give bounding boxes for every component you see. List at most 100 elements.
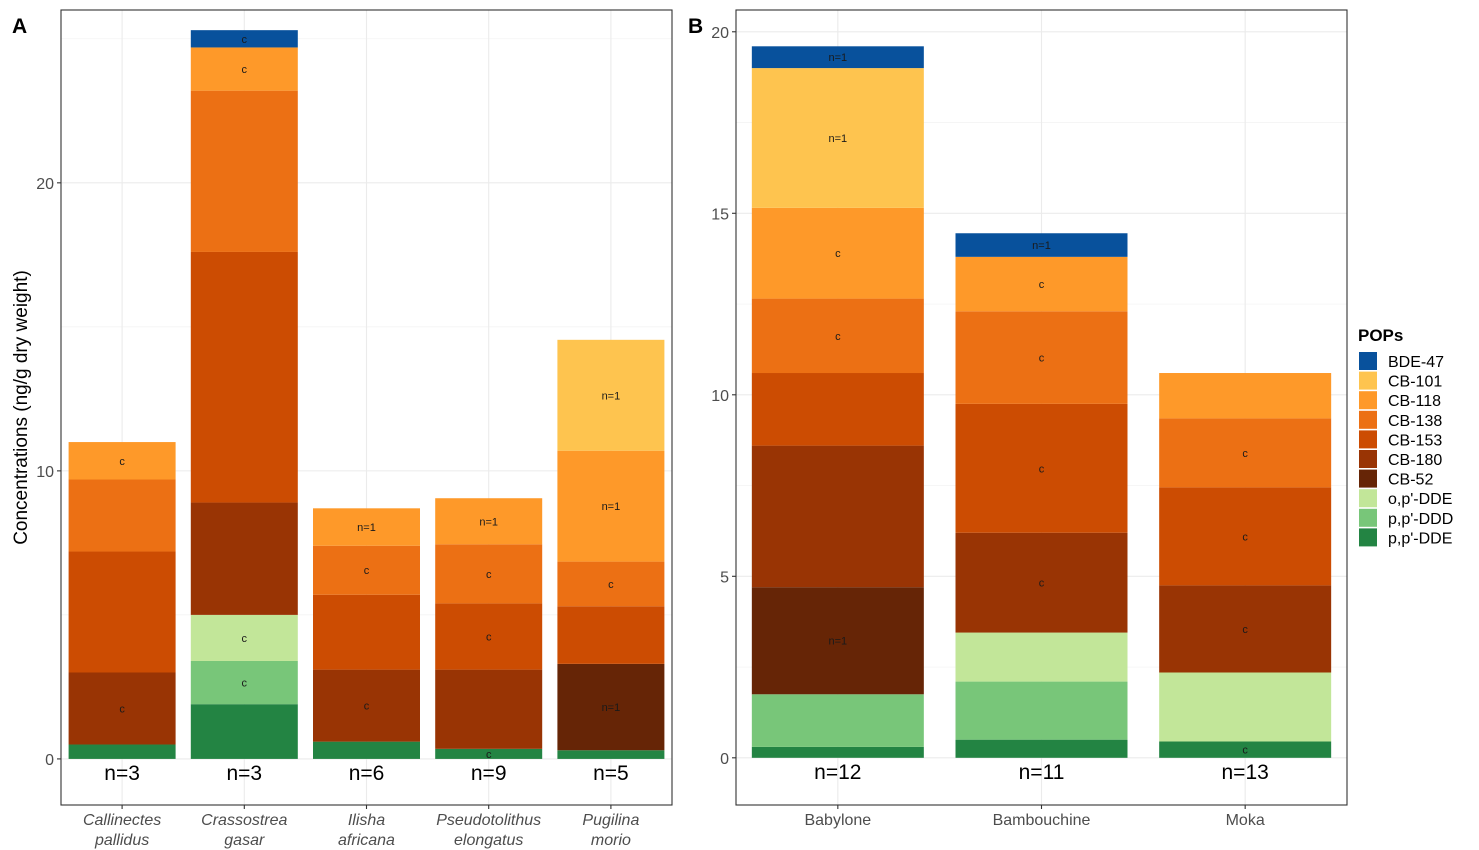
legend-label: CB-138 xyxy=(1388,413,1442,430)
segment-label: c xyxy=(835,331,841,343)
legend-item: p,p'-DDE xyxy=(1359,528,1452,547)
bar-segment xyxy=(1159,487,1332,586)
segment-label: c xyxy=(608,579,614,591)
bar-segment xyxy=(68,442,176,480)
segment-label: c xyxy=(364,565,370,577)
segment-label: n=1 xyxy=(1032,240,1051,252)
legend-item: o,p'-DDE xyxy=(1359,489,1452,508)
segment-label: c xyxy=(119,704,125,716)
bar-stack: c c c c n=1 xyxy=(955,233,1128,758)
bar-segment xyxy=(1159,672,1332,742)
y-tick-label: 10 xyxy=(711,388,729,405)
legend-item: CB-101 xyxy=(1359,371,1442,391)
bar-segment xyxy=(313,594,420,670)
bar-segment xyxy=(955,403,1128,533)
x-category-label: pallidus xyxy=(94,832,149,849)
segment-label: n=1 xyxy=(602,702,621,714)
y-tick-label: 10 xyxy=(36,464,54,481)
segment-label: c xyxy=(242,678,248,690)
legend-item: p,p'-DDD xyxy=(1359,508,1453,528)
segment-label: n=1 xyxy=(828,52,847,64)
bar-segment xyxy=(1159,585,1332,673)
bar-segment xyxy=(955,311,1128,404)
legend-swatch xyxy=(1359,528,1377,547)
segment-label: c xyxy=(1242,745,1248,757)
bar-segment xyxy=(751,68,924,208)
count-label: n=13 xyxy=(1222,761,1269,784)
x-category-label: Pseudotolithus xyxy=(436,812,541,829)
bar-segment xyxy=(557,561,665,607)
x-category-label: Ilisha xyxy=(348,812,385,829)
legend-swatch xyxy=(1359,450,1377,468)
bar-segment xyxy=(557,750,665,759)
panel-letter: A xyxy=(12,15,27,38)
legend-swatch xyxy=(1359,430,1377,449)
legend-item: CB-153 xyxy=(1359,430,1442,449)
bar-stack: c c c c xyxy=(1159,373,1332,758)
legend-label: CB-180 xyxy=(1388,452,1442,469)
segment-label: c xyxy=(364,701,370,713)
segment-label: c xyxy=(1039,353,1045,365)
x-category-label: Moka xyxy=(1226,812,1265,829)
bar-segment xyxy=(1159,373,1332,419)
bar-segment xyxy=(313,741,420,759)
legend-swatch xyxy=(1359,508,1377,527)
panel-letter: B xyxy=(688,15,703,38)
bar-segment xyxy=(435,544,543,604)
legend-label: CB-118 xyxy=(1388,393,1441,410)
bar-segment xyxy=(955,681,1128,740)
segment-label: c xyxy=(486,749,492,761)
segment-label: c xyxy=(242,64,248,76)
bar-segment xyxy=(190,660,298,705)
count-label: n=6 xyxy=(349,762,385,785)
panel-a: ccn=3ccccn=3ccn=1n=6cccn=1n=9n=1cn=1n=1n… xyxy=(11,9,673,849)
bar-segment xyxy=(190,30,298,48)
segment-label: c xyxy=(486,631,492,643)
legend-item: CB-138 xyxy=(1359,410,1442,430)
bar-segment xyxy=(955,632,1128,682)
bar-stack: c c c n=1 xyxy=(435,498,543,761)
segment-label: c xyxy=(835,248,841,260)
bar-segment xyxy=(435,603,543,670)
bar-segment xyxy=(190,704,298,759)
bar-segment xyxy=(68,744,176,759)
bar-segment xyxy=(751,373,924,446)
bar-segment xyxy=(557,606,665,664)
bar-segment xyxy=(435,669,543,749)
bar-segment xyxy=(68,479,176,552)
bar-stack: c c c c xyxy=(190,30,298,759)
bar-segment xyxy=(751,587,924,695)
bar-segment xyxy=(751,746,924,758)
segment-label: c xyxy=(242,633,248,645)
bar-segment xyxy=(751,445,924,588)
segment-label: n=1 xyxy=(828,636,847,648)
legend-swatch xyxy=(1359,469,1377,488)
legend-label: CB-101 xyxy=(1388,374,1442,391)
bar-segment xyxy=(751,694,924,747)
bar-segment xyxy=(955,532,1128,633)
y-tick-label: 5 xyxy=(720,569,729,586)
legend-label: p,p'-DDD xyxy=(1388,511,1453,528)
x-category-label: elongatus xyxy=(454,832,523,849)
bar-segment xyxy=(190,614,298,661)
bar-segment xyxy=(313,669,420,742)
bar-segment xyxy=(190,502,298,615)
count-label: n=5 xyxy=(593,762,629,785)
count-label: n=3 xyxy=(226,762,262,785)
segment-label: c xyxy=(1039,463,1045,475)
bar-segment xyxy=(190,251,298,503)
legend-item: BDE-47 xyxy=(1359,352,1444,371)
segment-label: c xyxy=(1242,448,1248,460)
bar-segment xyxy=(313,545,420,595)
legend-swatch xyxy=(1359,352,1377,370)
count-label: n=9 xyxy=(471,762,507,785)
bar-segment xyxy=(955,256,1128,312)
legend-label: o,p'-DDE xyxy=(1388,491,1452,508)
legend-label: p,p'-DDE xyxy=(1388,530,1452,547)
y-tick-label: 0 xyxy=(45,752,54,769)
x-category-label: morio xyxy=(591,832,631,849)
bar-segment xyxy=(1159,741,1332,758)
bar-stack: c c n=1 xyxy=(313,508,420,759)
legend-item: CB-180 xyxy=(1359,450,1442,469)
